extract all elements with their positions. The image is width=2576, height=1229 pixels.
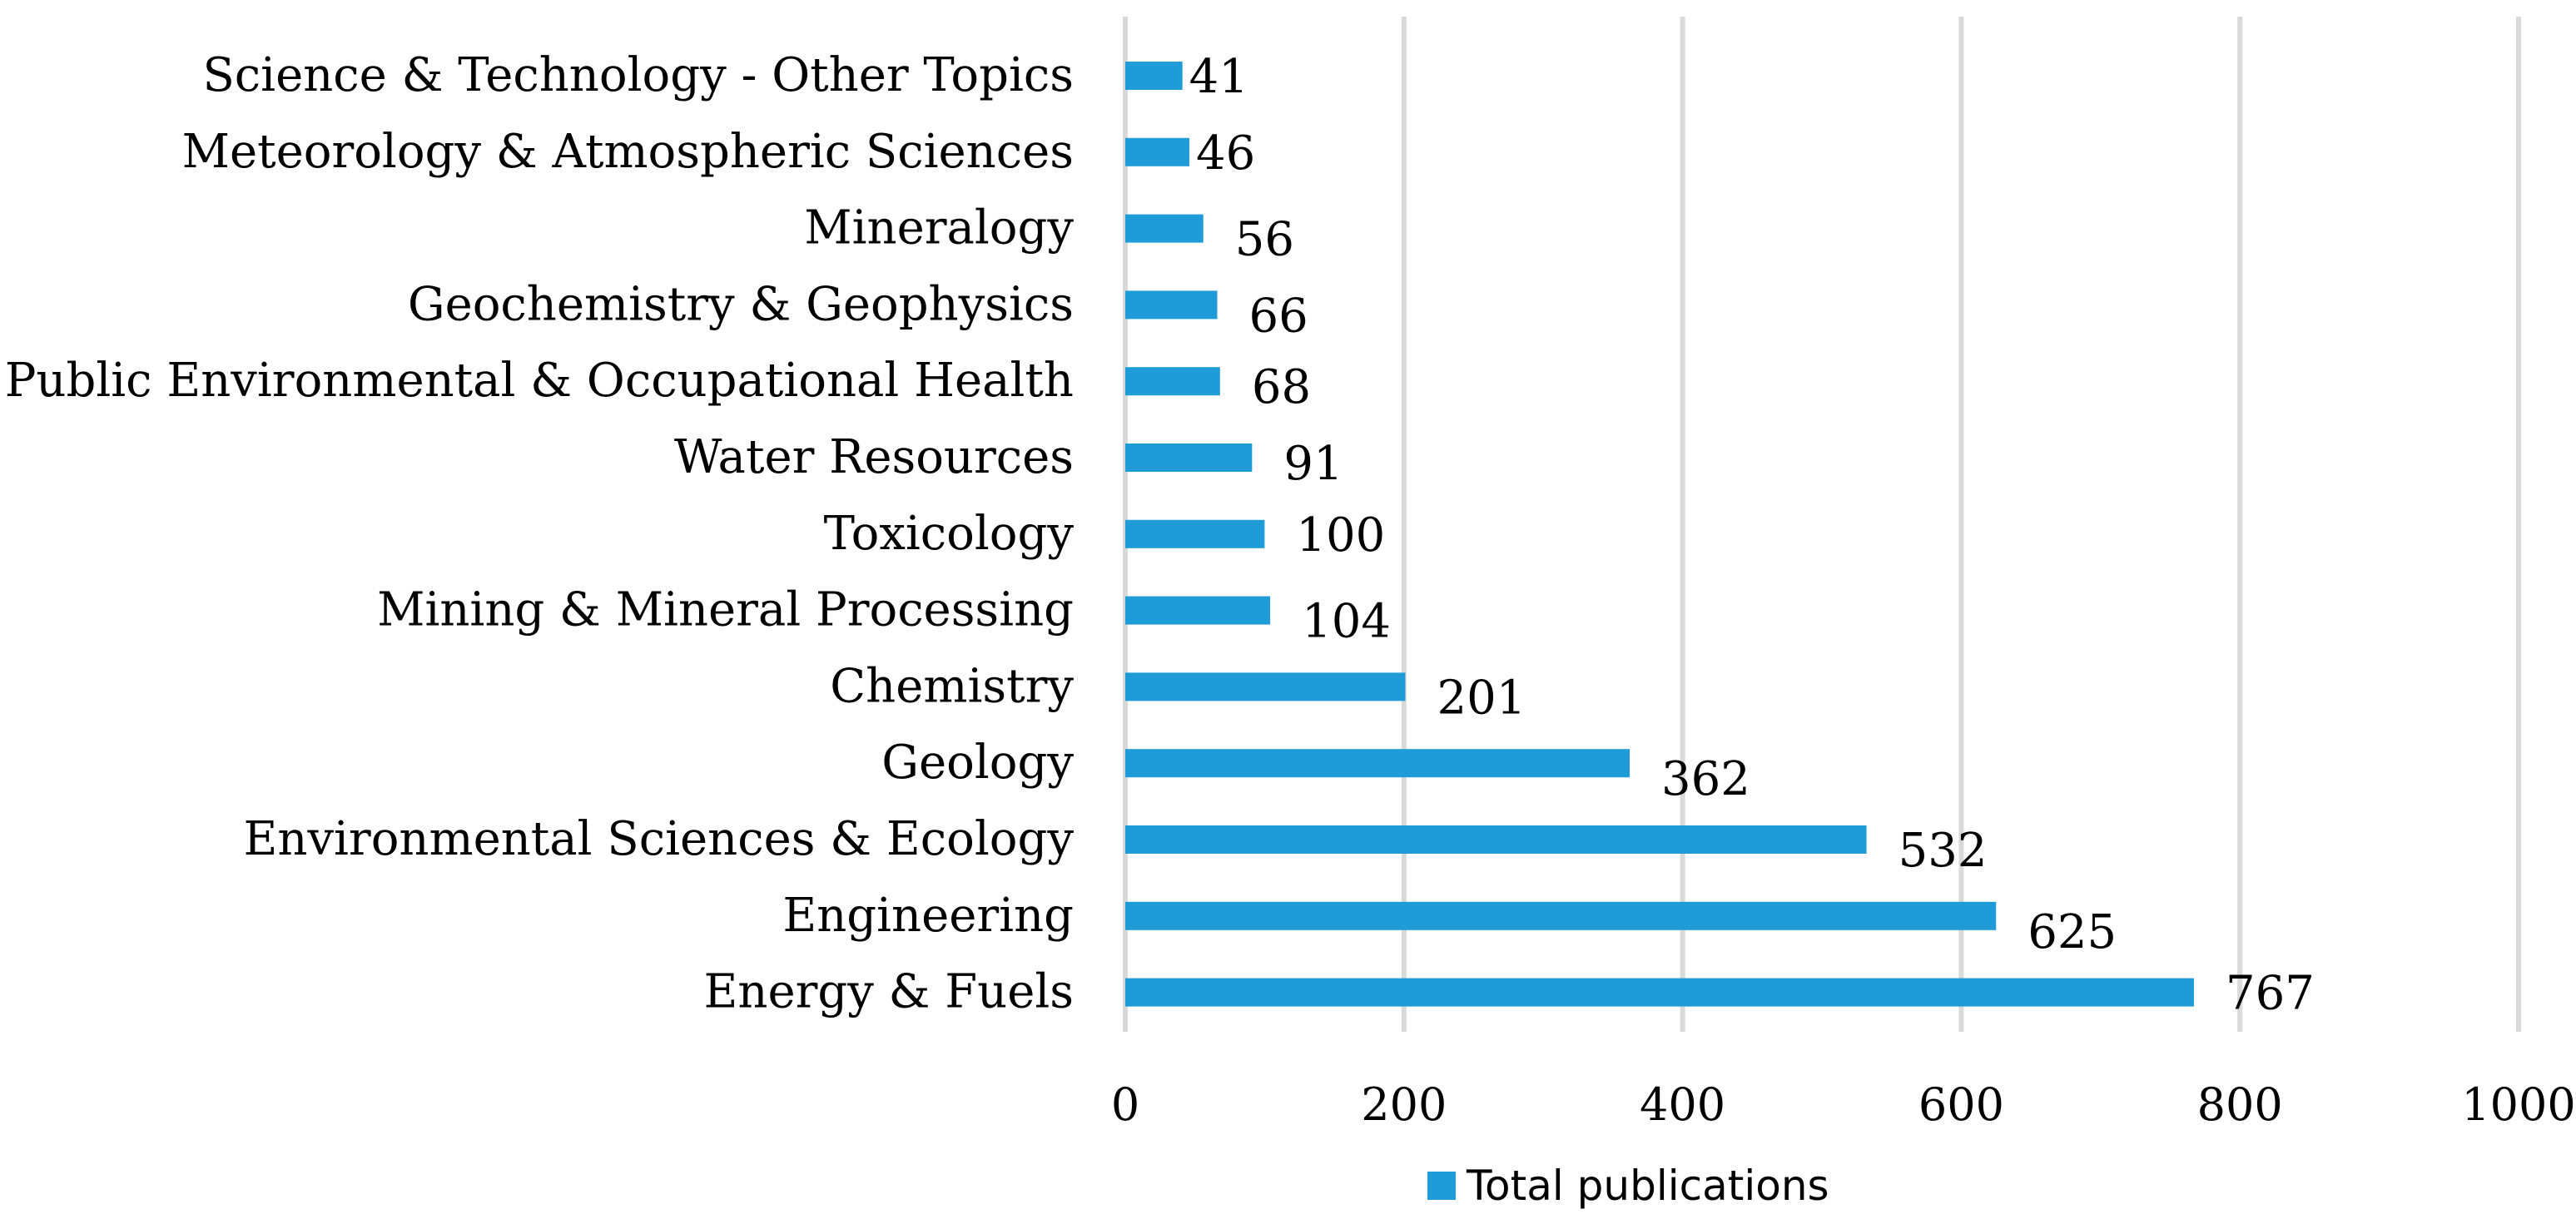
data-label-4: 68 xyxy=(1252,360,1311,414)
bar-4 xyxy=(1125,367,1220,396)
data-label-12: 767 xyxy=(2226,967,2315,1021)
data-label-6: 100 xyxy=(1296,508,1385,562)
category-label-7: Mining & Mineral Processing xyxy=(377,583,1074,637)
bar-9 xyxy=(1125,749,1630,778)
bars xyxy=(1125,62,2194,1007)
x-tick-label-5: 1000 xyxy=(2461,1078,2575,1131)
bar-3 xyxy=(1125,290,1218,320)
category-label-5: Water Resources xyxy=(674,430,1074,484)
bar-11 xyxy=(1125,901,1997,930)
bar-5 xyxy=(1125,444,1253,472)
category-label-2: Mineralogy xyxy=(804,201,1074,255)
bar-7 xyxy=(1125,596,1271,625)
category-label-3: Geochemistry & Geophysics xyxy=(408,277,1074,331)
gridlines xyxy=(1123,17,2521,1032)
data-label-2: 56 xyxy=(1235,213,1294,267)
x-tick-label-3: 600 xyxy=(1918,1078,2004,1131)
x-tick-label-2: 400 xyxy=(1640,1078,1725,1131)
data-label-0: 41 xyxy=(1189,50,1248,104)
x-tick-label-4: 800 xyxy=(2197,1078,2283,1131)
data-label-11: 625 xyxy=(2028,905,2117,959)
category-label-4: Public Environmental & Occupational Heal… xyxy=(5,354,1074,408)
category-label-0: Science & Technology - Other Topics xyxy=(202,48,1074,102)
legend-label: Total publications xyxy=(1466,1162,1829,1210)
data-label-10: 532 xyxy=(1898,824,1988,878)
category-label-1: Meteorology & Atmospheric Sciences xyxy=(182,125,1074,179)
category-label-12: Energy & Fuels xyxy=(704,965,1075,1019)
legend-swatch xyxy=(1427,1172,1456,1200)
x-tick-label-1: 200 xyxy=(1361,1078,1447,1131)
category-label-10: Environmental Sciences & Ecology xyxy=(243,812,1074,866)
bar-1 xyxy=(1125,137,1190,166)
bar-6 xyxy=(1125,519,1265,548)
category-labels: Science & Technology - Other Topics Meteo… xyxy=(5,48,1075,1019)
bar-2 xyxy=(1125,214,1204,243)
bar-8 xyxy=(1125,672,1406,701)
category-label-11: Engineering xyxy=(782,889,1074,943)
bar-12 xyxy=(1125,978,2194,1007)
category-label-6: Toxicology xyxy=(824,507,1075,561)
category-label-9: Geology xyxy=(881,736,1074,790)
data-label-9: 362 xyxy=(1661,752,1750,806)
data-label-5: 91 xyxy=(1283,437,1343,491)
x-tick-label-0: 0 xyxy=(1111,1078,1139,1131)
legend: Total publications xyxy=(1427,1162,1829,1210)
bar-10 xyxy=(1125,825,1867,854)
x-axis-ticks: 0 200 400 600 800 1000 xyxy=(1111,1078,2576,1131)
data-label-7: 104 xyxy=(1302,595,1391,649)
data-label-3: 66 xyxy=(1248,289,1308,343)
data-labels: 41 46 56 66 68 91 100 104 201 362 532 625 767 xyxy=(1189,50,2315,1021)
data-label-1: 46 xyxy=(1196,126,1255,181)
data-label-8: 201 xyxy=(1437,671,1526,725)
category-label-8: Chemistry xyxy=(830,659,1074,713)
bar-0 xyxy=(1125,62,1183,90)
